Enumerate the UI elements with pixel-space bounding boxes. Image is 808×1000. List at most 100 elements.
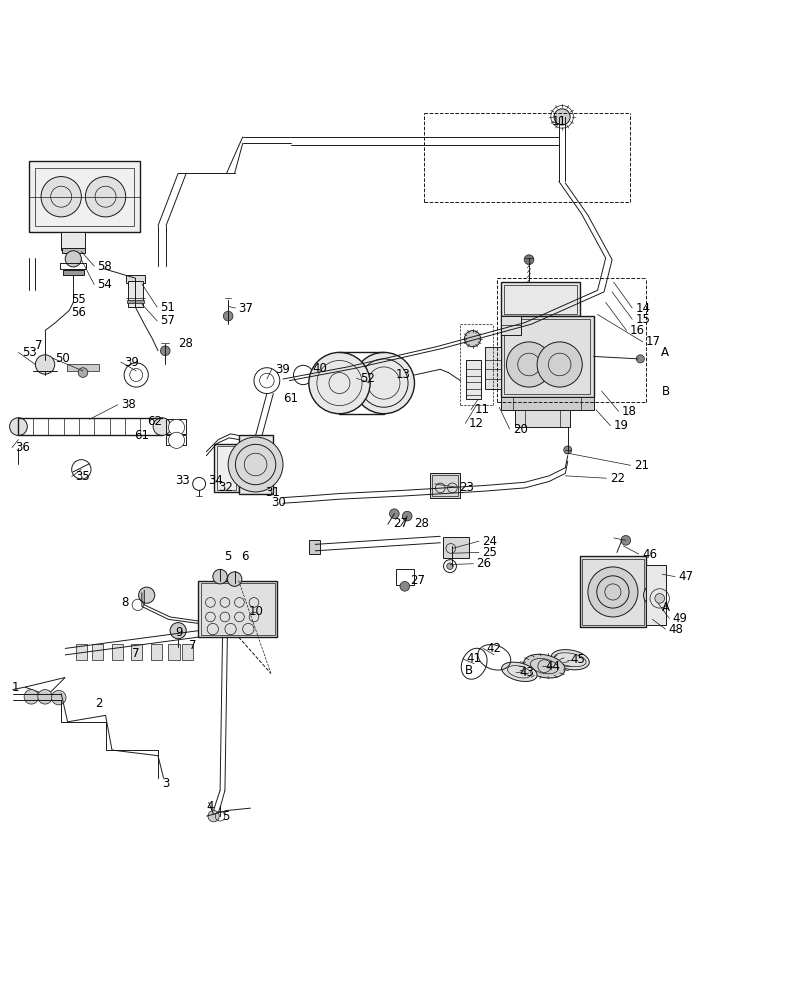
Bar [36, 168, 134, 226]
Circle shape [507, 342, 552, 387]
Text: 10: 10 [249, 605, 264, 618]
Circle shape [309, 352, 370, 414]
Text: 54: 54 [98, 278, 112, 291]
Text: 57: 57 [161, 314, 175, 327]
Bar [516, 410, 570, 427]
Text: 25: 25 [482, 546, 497, 559]
Text: 52: 52 [360, 372, 375, 385]
Bar [580, 556, 646, 627]
Circle shape [588, 567, 638, 617]
Circle shape [72, 460, 91, 479]
Text: 28: 28 [414, 517, 428, 530]
Text: 43: 43 [520, 666, 534, 679]
Text: 38: 38 [121, 398, 136, 411]
Circle shape [169, 419, 184, 435]
Text: 31: 31 [265, 486, 280, 499]
Bar [504, 319, 591, 394]
Circle shape [10, 418, 27, 435]
Bar [76, 644, 87, 660]
Text: 17: 17 [646, 335, 661, 348]
Bar [127, 300, 145, 303]
Text: 61: 61 [283, 392, 298, 405]
Bar [443, 537, 469, 558]
Text: 12: 12 [469, 417, 483, 430]
Text: 61: 61 [135, 429, 149, 442]
Bar [62, 248, 85, 253]
Text: 16: 16 [630, 324, 645, 337]
Bar [501, 282, 580, 316]
Text: 48: 48 [668, 623, 684, 636]
Text: 41: 41 [466, 652, 481, 665]
Circle shape [621, 535, 631, 545]
Text: 6: 6 [241, 550, 249, 563]
Text: 39: 39 [124, 356, 139, 369]
Circle shape [643, 585, 664, 606]
Circle shape [139, 587, 155, 603]
Text: 26: 26 [477, 557, 491, 570]
Bar [214, 444, 238, 492]
Bar [61, 232, 86, 250]
Bar [67, 364, 99, 371]
Text: 7: 7 [133, 647, 140, 660]
Ellipse shape [502, 662, 537, 681]
Bar [501, 316, 521, 335]
Text: 44: 44 [545, 660, 560, 673]
Circle shape [524, 255, 534, 264]
Circle shape [447, 563, 453, 569]
Circle shape [65, 251, 82, 267]
Text: 40: 40 [313, 362, 328, 375]
Bar [29, 161, 141, 232]
Text: 58: 58 [98, 260, 112, 273]
Circle shape [654, 594, 664, 603]
Bar [501, 397, 594, 410]
Text: 34: 34 [208, 474, 223, 487]
Text: 15: 15 [636, 313, 650, 326]
Text: 13: 13 [396, 368, 410, 381]
Circle shape [78, 368, 88, 377]
Text: 19: 19 [614, 419, 629, 432]
Text: 37: 37 [238, 302, 254, 315]
Circle shape [86, 177, 126, 217]
Text: 11: 11 [552, 115, 566, 128]
Bar [238, 435, 272, 494]
Bar [646, 565, 666, 625]
Text: 20: 20 [513, 423, 528, 436]
Text: A: A [660, 346, 668, 359]
Text: 28: 28 [178, 337, 193, 350]
Text: 27: 27 [393, 517, 409, 530]
Text: 42: 42 [486, 642, 501, 655]
Text: 21: 21 [634, 459, 649, 472]
Text: 24: 24 [482, 535, 497, 548]
Bar [166, 435, 186, 445]
Circle shape [213, 569, 227, 584]
Bar [396, 569, 414, 585]
Bar [61, 263, 86, 269]
Circle shape [353, 352, 415, 414]
Text: B: B [662, 385, 671, 398]
Text: 9: 9 [175, 626, 183, 639]
Ellipse shape [551, 650, 589, 670]
Text: 33: 33 [175, 474, 190, 487]
Text: B: B [465, 664, 473, 677]
Text: 39: 39 [275, 363, 290, 376]
Text: 5: 5 [222, 810, 230, 823]
Text: 18: 18 [622, 405, 637, 418]
Text: 32: 32 [218, 481, 234, 494]
Text: 14: 14 [636, 302, 650, 315]
Circle shape [637, 355, 644, 363]
Bar [198, 581, 277, 637]
Text: 4: 4 [206, 800, 214, 813]
Text: 50: 50 [56, 352, 70, 365]
Bar [200, 583, 275, 635]
Text: 36: 36 [15, 441, 30, 454]
Bar [485, 347, 501, 389]
Bar [217, 446, 236, 490]
Circle shape [564, 446, 572, 454]
Circle shape [400, 581, 410, 591]
Text: 56: 56 [71, 306, 86, 319]
Circle shape [161, 346, 170, 356]
Bar [504, 285, 577, 314]
Circle shape [402, 511, 412, 521]
Bar [166, 419, 186, 434]
Text: 23: 23 [459, 481, 473, 494]
